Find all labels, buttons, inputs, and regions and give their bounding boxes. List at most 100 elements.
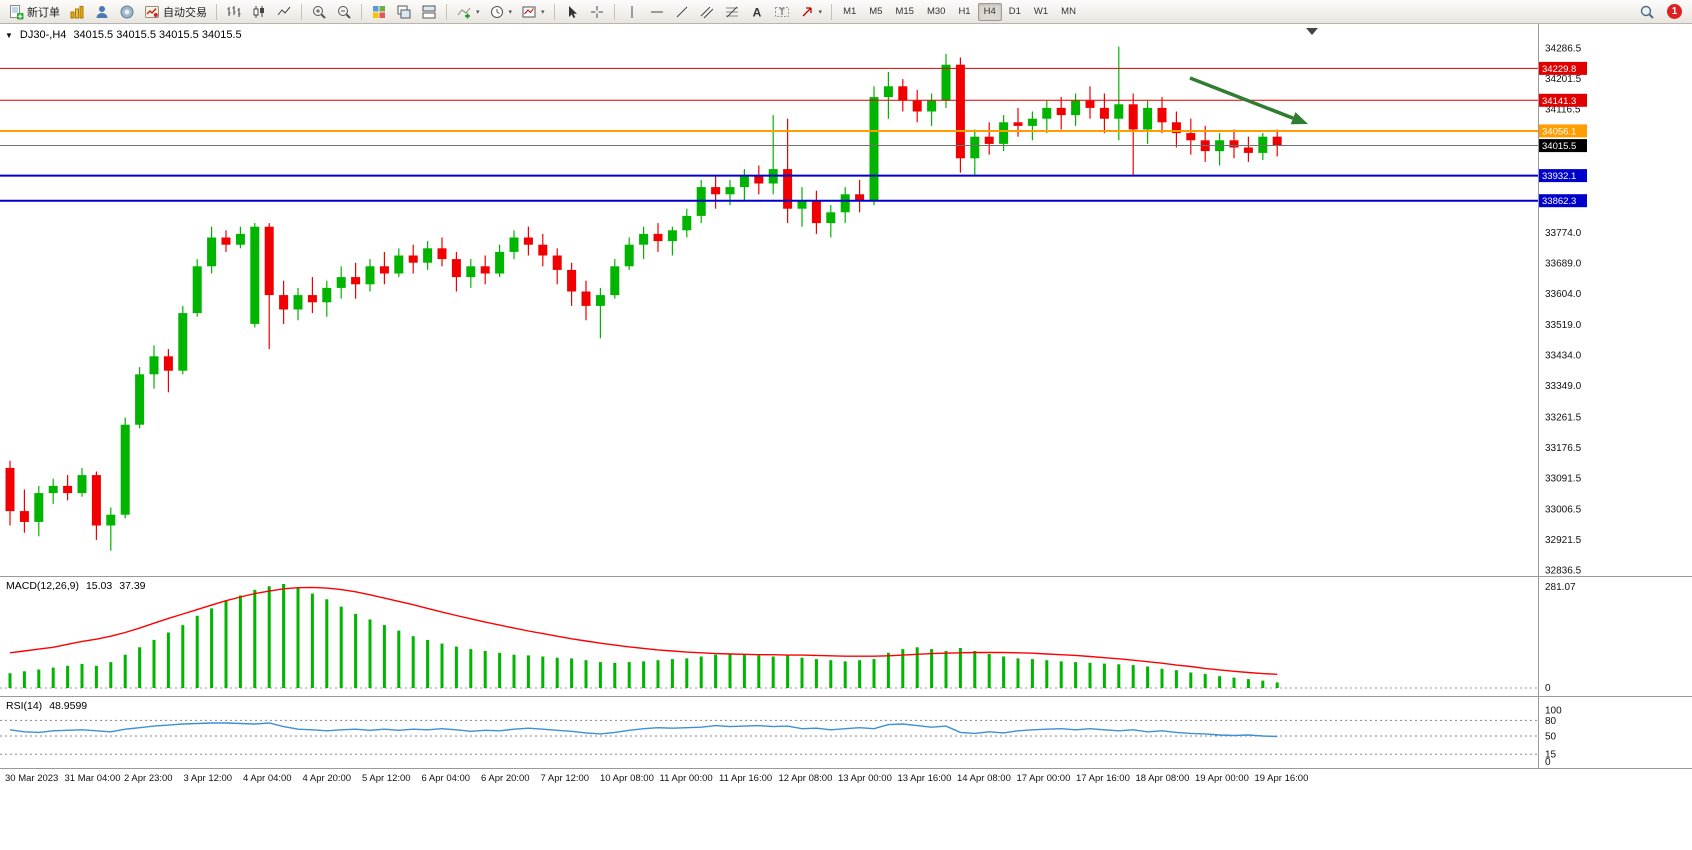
line-chart-icon [277, 6, 291, 15]
toolbar-separator [361, 3, 362, 20]
candle [235, 233, 245, 245]
candle [970, 136, 980, 159]
one-click-trading-toggle[interactable]: ▼ [5, 30, 13, 40]
candle [1071, 100, 1081, 116]
search-button[interactable] [1635, 2, 1659, 22]
trendline-button[interactable] [670, 2, 694, 22]
indicators-button[interactable]: ▾ [452, 2, 484, 22]
rsi-scale-label: 15 [1545, 750, 1557, 761]
tile-windows-button[interactable] [367, 2, 391, 22]
zoom-in-button[interactable] [307, 2, 331, 22]
main-chart-canvas[interactable]: 34286.5 34201.5 34116.5 33774.0 33689.0 33604… [0, 24, 1692, 576]
timeframe-m30-button[interactable]: M30 [926, 6, 946, 17]
trend-arrow[interactable] [1189, 76, 1294, 120]
price-tick-label: 33176.5 [1545, 443, 1582, 454]
vertical-line-button[interactable] [620, 2, 644, 22]
arrows-button[interactable]: ▾ [795, 2, 827, 22]
candle [91, 475, 101, 526]
price-tag [1539, 61, 1587, 75]
cursor-button[interactable] [560, 2, 584, 22]
fibonacci-button[interactable] [720, 2, 744, 22]
text-label-button[interactable]: T [770, 2, 794, 22]
candle [77, 475, 87, 494]
new-order-button[interactable]: 新订单 [4, 2, 64, 22]
candle [221, 237, 231, 245]
dropdown-caret-icon: ▾ [476, 8, 480, 16]
macd-signal-line [9, 586, 1278, 675]
candle [1013, 122, 1023, 126]
candle [639, 233, 649, 245]
fibonacci-icon [725, 6, 738, 17]
price-tick-label: 33261.5 [1545, 413, 1582, 424]
timeframe-m1-button[interactable]: M1 [843, 6, 857, 17]
candle [135, 374, 145, 425]
autotrading-button[interactable]: 自动交易 [140, 2, 211, 22]
timeframe-h1-button[interactable]: H1 [958, 6, 971, 17]
candle [293, 295, 303, 310]
candle [682, 215, 692, 231]
crosshair-button[interactable] [585, 2, 609, 22]
macd-name: MACD(12,26,9) [6, 580, 79, 592]
arrows-icon [802, 6, 812, 16]
cascade-windows-button[interactable] [392, 2, 416, 22]
periods-button[interactable]: ▾ [485, 2, 517, 22]
toolbar: 新订单 自动交易 [0, 0, 1692, 24]
svg-text:T: T [779, 7, 785, 17]
market-button[interactable] [65, 2, 89, 22]
templates-icon [522, 6, 536, 17]
price-tick-label: 32921.5 [1545, 535, 1582, 546]
candle [279, 295, 289, 310]
channel-button[interactable] [695, 2, 719, 22]
templates-button[interactable]: ▾ [517, 2, 549, 22]
timeframe-w1-button[interactable]: W1 [1033, 6, 1049, 17]
bar-chart-icon [227, 5, 241, 17]
signals-button[interactable] [90, 2, 114, 22]
new-order-icon [10, 4, 24, 19]
candle [1085, 100, 1095, 108]
toolbar-separator [301, 3, 302, 20]
vertical-line-icon [631, 5, 633, 18]
community-button[interactable] [115, 2, 139, 22]
candle [1272, 136, 1282, 146]
candle [34, 493, 44, 522]
candle [1114, 104, 1124, 119]
macd-panel-canvas[interactable]: 281.07 0 [0, 576, 1692, 696]
toolbar-separator [216, 3, 217, 20]
timeframe-mn-button[interactable]: MN [1061, 6, 1076, 17]
candle [509, 237, 519, 252]
horizontal-line-button[interactable] [645, 2, 669, 22]
price-tick-label: 32836.5 [1545, 566, 1582, 577]
macd-label: MACD(12,26,9) 15.03 37.39 [6, 580, 146, 592]
timeframe-d1-button[interactable]: D1 [1008, 6, 1021, 17]
trend-arrow-head[interactable] [1290, 112, 1308, 125]
arrange-windows-button[interactable] [417, 2, 441, 22]
notification-badge[interactable]: 1 [1667, 4, 1682, 19]
timeframe-h4-button[interactable]: H4 [977, 2, 1002, 21]
macd-scale-max: 281.07 [1545, 582, 1576, 593]
new-order-label: 新订单 [27, 6, 60, 19]
text-button[interactable]: A [745, 2, 769, 22]
timeframe-m5-button[interactable]: M5 [869, 6, 883, 17]
dropdown-caret-icon: ▾ [508, 8, 513, 16]
periods-icon [490, 5, 503, 18]
candle [351, 277, 361, 285]
candle [1157, 107, 1167, 123]
time-axis[interactable]: 30 Mar 2023 31 Mar 04:00 2 Apr 23:00 3 Apr … [0, 768, 1692, 788]
price-tick-label: 33091.5 [1545, 474, 1582, 485]
candle [264, 226, 274, 296]
toolbar-right-group: 1 [1635, 2, 1688, 22]
arrange-windows-icon [422, 5, 436, 18]
candle [941, 64, 951, 101]
candle [1143, 107, 1153, 130]
bar-chart-button[interactable] [222, 2, 246, 22]
time-label: 17 Apr 16:00 [1076, 773, 1130, 784]
chart-shift-marker[interactable] [1306, 28, 1318, 35]
zoom-out-button[interactable] [332, 2, 356, 22]
candlestick-chart-button[interactable] [247, 2, 271, 22]
candle [538, 244, 548, 256]
line-chart-button[interactable] [272, 2, 296, 22]
time-label: 6 Apr 20:00 [481, 773, 530, 784]
timeframe-m15-button[interactable]: M15 [895, 6, 914, 17]
candle [523, 237, 533, 245]
